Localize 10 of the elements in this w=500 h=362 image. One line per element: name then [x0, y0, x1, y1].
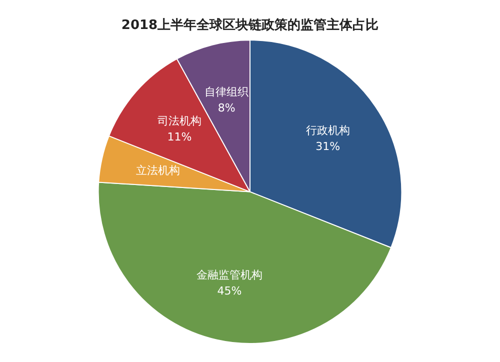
slice-label: 行政机构: [306, 124, 350, 137]
data-label: 8%: [218, 102, 236, 115]
slice-label: 司法机构: [157, 114, 202, 128]
data-label: 31%: [316, 140, 340, 153]
data-label: 11%: [167, 130, 192, 144]
chart-title: 2018上半年全球区块链政策的监管主体占比: [121, 17, 379, 34]
slice-label: 立法机构: [136, 164, 180, 178]
data-label: 45%: [217, 284, 242, 298]
slice-label: 金融监管机构: [196, 268, 262, 282]
slice-label: 自律组织: [204, 86, 249, 99]
